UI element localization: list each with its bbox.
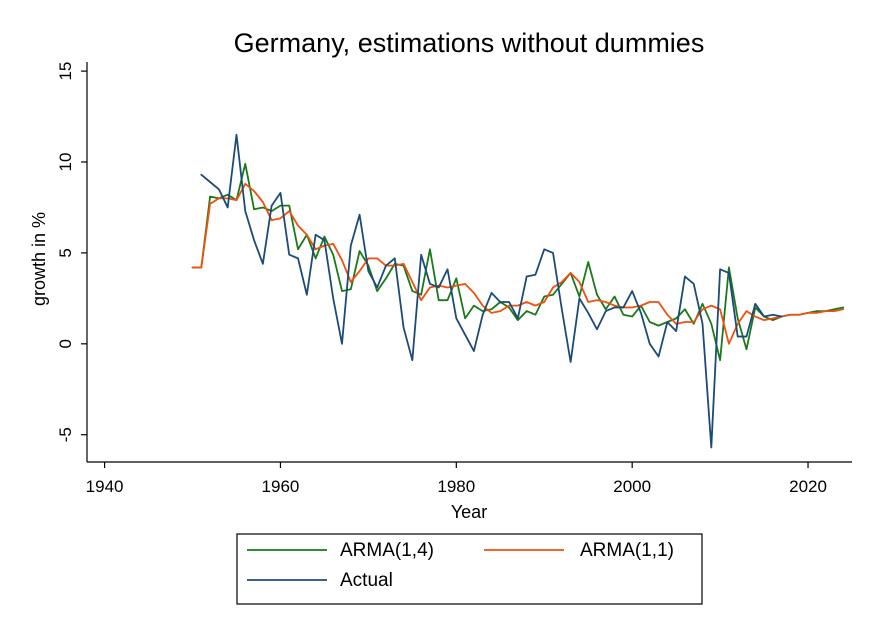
x-tick-label: 1980	[437, 477, 475, 496]
legend-box	[236, 533, 703, 605]
x-tick-label: 2000	[613, 477, 651, 496]
x-tick-label: 1940	[86, 477, 124, 496]
y-axis-title: growth in %	[29, 212, 49, 306]
y-tick-label: 0	[56, 339, 75, 348]
x-axis-title: Year	[451, 502, 487, 522]
plot-lines	[191, 133, 845, 449]
x-tick-label: 1960	[262, 477, 300, 496]
y-ticks: -5 0 5 10 15	[56, 62, 87, 442]
chart-title: Germany, estimations without dummies	[234, 28, 705, 58]
y-tick-label: 10	[56, 153, 75, 172]
legend-label-3: Actual	[340, 570, 393, 591]
y-tick-label: -5	[56, 427, 75, 442]
legend: ARMA(1,4) ARMA(1,1) Actual	[236, 533, 703, 605]
y-tick-label: 5	[56, 248, 75, 257]
y-tick-label: 15	[56, 62, 75, 81]
series-line-3	[200, 133, 783, 449]
legend-label-2: ARMA(1,1)	[580, 540, 674, 561]
x-tick-label: 2020	[789, 477, 827, 496]
legend-label-1: ARMA(1,4)	[340, 540, 434, 561]
x-ticks: 1940 1960 1980 2000 2020	[86, 462, 827, 496]
series-line-1	[191, 162, 845, 362]
series-line-2	[191, 182, 845, 345]
